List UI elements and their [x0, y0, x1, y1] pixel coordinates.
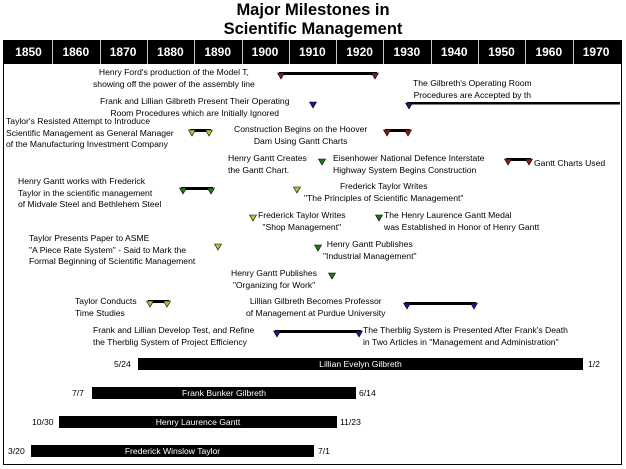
- lifespan-taylor-start: 3/20: [8, 446, 25, 456]
- decade-divider: [430, 40, 432, 64]
- bar-charts-used-end-marker: [524, 158, 534, 166]
- decade-label-1930: 1930: [393, 45, 421, 59]
- decade-label-1950: 1950: [488, 45, 515, 59]
- lifespan-lillian-bar: Lillian Evelyn Gilbreth: [138, 358, 583, 370]
- decade-divider: [99, 40, 101, 64]
- bar-charts-used: [506, 158, 531, 161]
- bar-purdue-start-marker: [402, 302, 412, 310]
- decade-label-1940: 1940: [440, 45, 468, 59]
- bar-midvale-start-marker: [178, 187, 188, 195]
- bar-therblig: [275, 330, 361, 333]
- bar-purdue-end-marker: [469, 302, 479, 310]
- label-therblig-pub: The Therblig System is Presented After F…: [363, 325, 568, 347]
- marker-gantt-chart: [317, 158, 327, 166]
- bar-time-studies: [148, 300, 169, 303]
- marker-shop: [248, 214, 258, 222]
- decade-divider: [288, 40, 290, 64]
- lifespan-gantt-start: 10/30: [32, 417, 54, 427]
- label-purdue: Lillian Gilbreth Becomes Professor of Man…: [246, 296, 386, 318]
- timeline-frame: [3, 64, 622, 465]
- lifespan-frank-bar: Frank Bunker Gilbreth: [92, 387, 356, 399]
- decade-label-1900: 1900: [251, 45, 279, 59]
- bar-therblig-end-marker: [354, 330, 364, 338]
- decade-label-1860: 1860: [62, 45, 90, 59]
- label-therblig-dev: Frank and Lillian Develop Test, and Refi…: [93, 325, 255, 347]
- label-midvale: Henry Gantt works with Frederick Taylor i…: [18, 176, 162, 209]
- lifespan-lillian-end: 1/2: [588, 359, 600, 369]
- decade-scale: [3, 40, 622, 64]
- decade-divider: [572, 40, 574, 64]
- decade-divider: [146, 40, 148, 64]
- marker-piece-rate: [213, 243, 223, 251]
- decade-label-1910: 1910: [298, 45, 326, 59]
- decade-label-1970: 1970: [582, 45, 610, 59]
- bar-hoover: [385, 129, 410, 132]
- bar-midvale: [181, 187, 213, 190]
- lifespan-gantt-bar: Henry Laurence Gantt: [59, 416, 337, 428]
- bar-charts-used-start-marker: [503, 158, 513, 166]
- decade-label-1870: 1870: [109, 45, 137, 59]
- decade-divider: [525, 40, 527, 64]
- label-or-present: Frank and Lillian Gilbreth Present Their…: [100, 96, 290, 118]
- label-eisenhower: Eisenhower National Defence Interstate Hi…: [333, 153, 485, 175]
- label-ford: Henry Ford's production of the Model T, s…: [93, 67, 255, 89]
- label-organizing: Henry Gantt Publishes "Organizing for Wor…: [231, 268, 317, 290]
- marker-industrial: [313, 244, 323, 252]
- label-gantt-chart: Henry Gantt Creates the Gantt Chart.: [228, 153, 307, 175]
- bar-time-studies-end-marker: [162, 300, 172, 308]
- decade-label-1850: 1850: [15, 45, 42, 59]
- label-piece-rate: Taylor Presents Paper to ASME "A Piece Ra…: [29, 233, 196, 266]
- label-hoover: Construction Begins on the Hoover Dam Usi…: [234, 124, 368, 146]
- marker-principles: [292, 186, 302, 194]
- label-time-studies: Taylor Conducts Time Studies: [75, 296, 137, 318]
- bar-ford-start-marker: [276, 72, 286, 80]
- bar-resisted-end-marker: [204, 129, 214, 137]
- label-principles: Frederick Taylor Writes "The Principles o…: [304, 181, 464, 203]
- decade-label-1880: 1880: [157, 45, 184, 59]
- bar-midvale-end-marker: [206, 187, 216, 195]
- marker-or-accepted: [404, 102, 414, 110]
- bar-time-studies-start-marker: [145, 300, 155, 308]
- marker-organizing: [327, 272, 337, 280]
- lifespan-taylor-bar: Frederick Winslow Taylor: [31, 445, 314, 457]
- bar-or-accepted: [407, 102, 620, 105]
- decade-divider: [383, 40, 385, 64]
- bar-resisted: [190, 129, 211, 132]
- title-line-2: Scientific Management: [223, 20, 403, 38]
- decade-label-1920: 1920: [346, 45, 373, 59]
- label-medal: The Henry Laurence Gantt Medal was Establ…: [384, 210, 540, 232]
- bar-resisted-start-marker: [187, 129, 197, 137]
- decade-divider: [336, 40, 338, 64]
- label-shop: Frederick Taylor Writes "Shop Management": [258, 210, 346, 232]
- marker-medal: [374, 214, 384, 222]
- marker-or-present: [308, 101, 318, 109]
- decade-divider: [194, 40, 196, 64]
- lifespan-frank-end: 6/14: [359, 388, 376, 398]
- decade-divider: [241, 40, 243, 64]
- bar-hoover-end-marker: [403, 129, 413, 137]
- label-or-accepted: The Gilbreth's Operating Room Procedures …: [413, 78, 532, 100]
- label-resisted: Taylor's Resisted Attempt to Introduce Sc…: [6, 116, 174, 149]
- lifespan-frank-start: 7/7: [72, 388, 84, 398]
- decade-divider: [478, 40, 479, 64]
- decade-label-1890: 1890: [204, 45, 232, 59]
- bar-ford: [279, 72, 377, 75]
- bar-purdue: [405, 302, 476, 305]
- decade-divider: [52, 40, 54, 64]
- label-industrial: Henry Gantt Publishes "Industrial Managem…: [323, 239, 417, 261]
- bar-ford-end-marker: [370, 72, 380, 80]
- label-charts-used: Gantt Charts Used: [534, 158, 606, 168]
- bar-therblig-start-marker: [272, 330, 282, 338]
- lifespan-gantt-end: 11/23: [340, 417, 361, 427]
- title-line-1: Major Milestones in: [236, 1, 390, 19]
- bar-hoover-start-marker: [382, 129, 392, 137]
- lifespan-lillian-start: 5/24: [114, 359, 131, 369]
- decade-label-1960: 1960: [535, 45, 563, 59]
- lifespan-taylor-end: 7/1: [318, 446, 330, 456]
